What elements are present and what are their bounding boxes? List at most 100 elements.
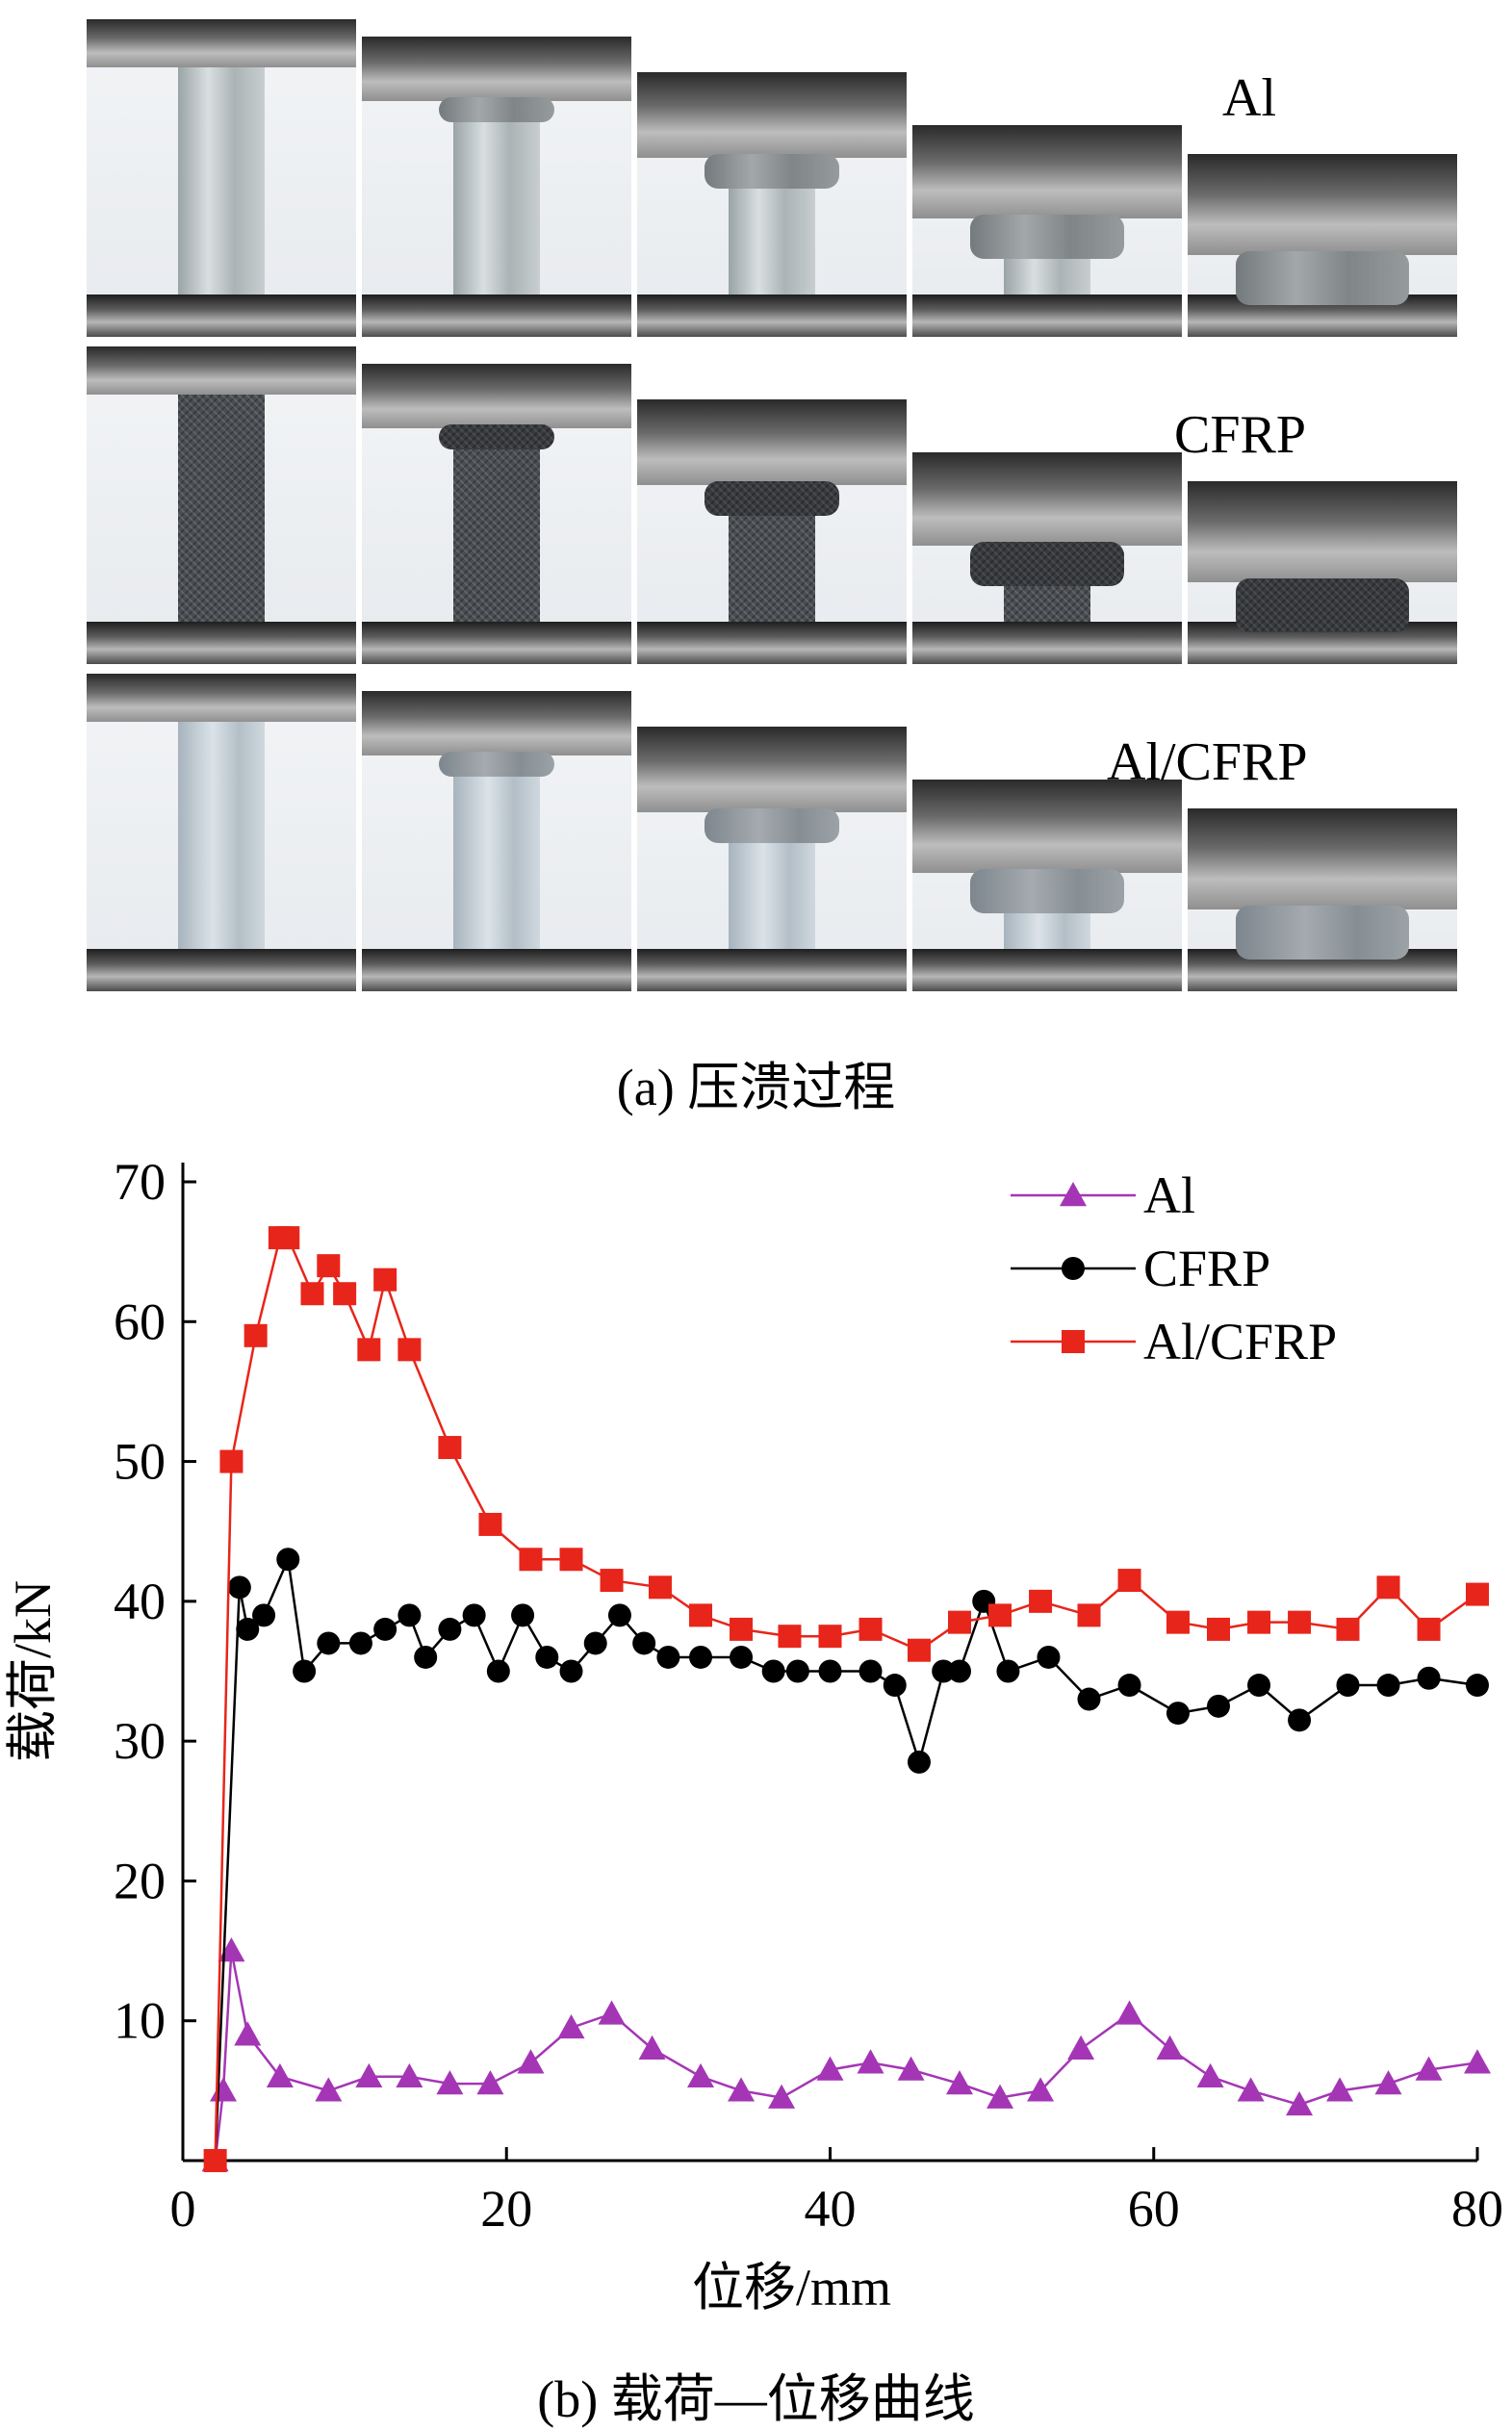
data-point-al — [436, 2070, 464, 2095]
photo-row-hy — [87, 674, 1463, 991]
data-point-al — [728, 2077, 756, 2102]
crushing-photo-panel — [87, 19, 1463, 1006]
crush-photo-hy-3 — [637, 727, 907, 991]
data-point-al-cfrp — [1207, 1617, 1230, 1641]
data-point-cfrp — [785, 1659, 809, 1683]
row-label-al: Al — [1222, 68, 1276, 128]
data-point-al — [687, 2062, 714, 2088]
data-point-al — [768, 2084, 796, 2109]
data-point-al-cfrp — [1247, 1610, 1271, 1634]
data-point-cfrp — [414, 1645, 438, 1669]
data-point-al-cfrp — [1417, 1617, 1441, 1641]
data-point-cfrp — [859, 1659, 883, 1683]
data-point-cfrp — [761, 1659, 785, 1683]
data-point-cfrp — [486, 1659, 510, 1683]
crush-photo-al-2 — [362, 37, 631, 337]
data-point-al-cfrp — [1376, 1575, 1400, 1600]
chart-axes: 0 20 40 60 80 10 20 30 40 50 60 70 位移/mm 载荷/kN — [4, 1153, 1503, 2317]
data-point-al-cfrp — [988, 1603, 1012, 1627]
crush-photo-al-3 — [637, 72, 907, 337]
data-point-al — [1067, 2035, 1095, 2060]
data-point-cfrp — [317, 1631, 341, 1655]
crush-photo-al-1 — [87, 19, 356, 337]
data-point-al-cfrp — [219, 1449, 243, 1473]
data-point-cfrp — [462, 1603, 486, 1627]
data-point-al-cfrp — [397, 1338, 422, 1362]
legend-label-cfrp: CFRP — [1143, 1240, 1270, 1297]
data-point-cfrp — [1207, 1694, 1230, 1718]
photo-row-cf — [87, 346, 1463, 664]
y-tick-label: 70 — [114, 1153, 166, 1211]
data-point-al-cfrp — [333, 1282, 357, 1306]
data-point-al — [1196, 2062, 1224, 2088]
series-line-al-cfrp — [214, 1236, 1478, 2162]
data-point-al-cfrp — [357, 1338, 381, 1362]
data-point-al-cfrp — [317, 1254, 341, 1278]
data-point-cfrp — [559, 1659, 583, 1683]
x-axis-label: 位移/mm — [692, 2259, 891, 2317]
data-point-al — [897, 2056, 925, 2081]
data-point-al-cfrp — [1077, 1603, 1101, 1627]
data-point-cfrp — [730, 1645, 754, 1669]
data-point-cfrp — [818, 1659, 842, 1683]
data-point-al — [598, 2000, 626, 2025]
data-point-cfrp — [1247, 1674, 1271, 1698]
data-point-al — [1464, 2049, 1491, 2074]
data-point-cfrp — [236, 1617, 260, 1641]
x-tick-label: 80 — [1451, 2180, 1503, 2238]
legend-label-al: Al — [1143, 1166, 1195, 1224]
data-point-cfrp — [689, 1645, 712, 1669]
data-point-al — [1115, 2000, 1143, 2025]
panel-a-caption: (a) 压溃过程 — [616, 1059, 896, 1116]
y-tick-label: 60 — [114, 1293, 166, 1350]
data-point-cfrp — [511, 1603, 535, 1627]
crush-photo-hy-2 — [362, 691, 631, 991]
series-line-cfrp — [214, 1554, 1478, 2162]
data-point-cfrp — [607, 1603, 631, 1627]
x-tick-label: 60 — [1128, 2180, 1180, 2238]
y-axis-label: 载荷/kN — [4, 1580, 62, 1762]
data-point-cfrp — [1166, 1702, 1190, 1726]
data-point-al — [210, 2077, 238, 2102]
data-point-cfrp — [227, 1575, 251, 1600]
series-al — [201, 1937, 1491, 2172]
data-point-al-cfrp — [1288, 1610, 1312, 1634]
data-point-cfrp — [1417, 1666, 1441, 1690]
data-point-al-cfrp — [373, 1267, 397, 1292]
panel-b-caption: (b) 载荷—位移曲线 — [537, 2370, 975, 2428]
data-point-al-cfrp — [818, 1625, 842, 1649]
photo-row-al — [87, 19, 1463, 337]
data-point-al-cfrp — [438, 1436, 462, 1460]
data-point-al — [946, 2070, 973, 2095]
data-point-al — [1415, 2056, 1443, 2081]
crush-photo-hy-5 — [1188, 808, 1457, 991]
data-point-al-cfrp — [778, 1625, 802, 1649]
data-point-cfrp — [632, 1631, 656, 1655]
data-point-al-cfrp — [300, 1282, 324, 1306]
data-point-al-cfrp — [1166, 1610, 1190, 1634]
data-point-cfrp — [397, 1603, 422, 1627]
data-point-al — [557, 2013, 585, 2039]
crush-photo-cf-1 — [87, 346, 356, 664]
crush-photo-cf-3 — [637, 399, 907, 664]
crush-photo-cf-5 — [1188, 481, 1457, 664]
data-point-cfrp — [276, 1548, 300, 1572]
data-point-al-cfrp — [907, 1638, 931, 1662]
y-tick-label: 50 — [114, 1433, 166, 1491]
data-point-al-cfrp — [948, 1610, 971, 1634]
data-point-al-cfrp — [559, 1548, 583, 1572]
crush-photo-hy-4 — [912, 780, 1182, 991]
chart-legend: Al CFRP Al/CFRP — [1011, 1166, 1337, 1370]
data-point-cfrp — [1336, 1674, 1360, 1698]
data-point-al — [1286, 2090, 1314, 2116]
load-displacement-chart: 0 20 40 60 80 10 20 30 40 50 60 70 位移/mm 载荷/kN Al CFRP… — [0, 1126, 1512, 2348]
data-point-al — [517, 2049, 545, 2074]
data-point-al-cfrp — [1117, 1569, 1141, 1593]
legend-marker-cfrp — [1062, 1257, 1085, 1280]
data-point-al-cfrp — [689, 1603, 712, 1627]
data-point-al — [396, 2062, 423, 2088]
legend-label-al-cfrp: Al/CFRP — [1143, 1313, 1337, 1370]
data-point-cfrp — [535, 1645, 559, 1669]
data-point-cfrp — [1466, 1674, 1489, 1698]
data-point-al — [1027, 2077, 1055, 2102]
